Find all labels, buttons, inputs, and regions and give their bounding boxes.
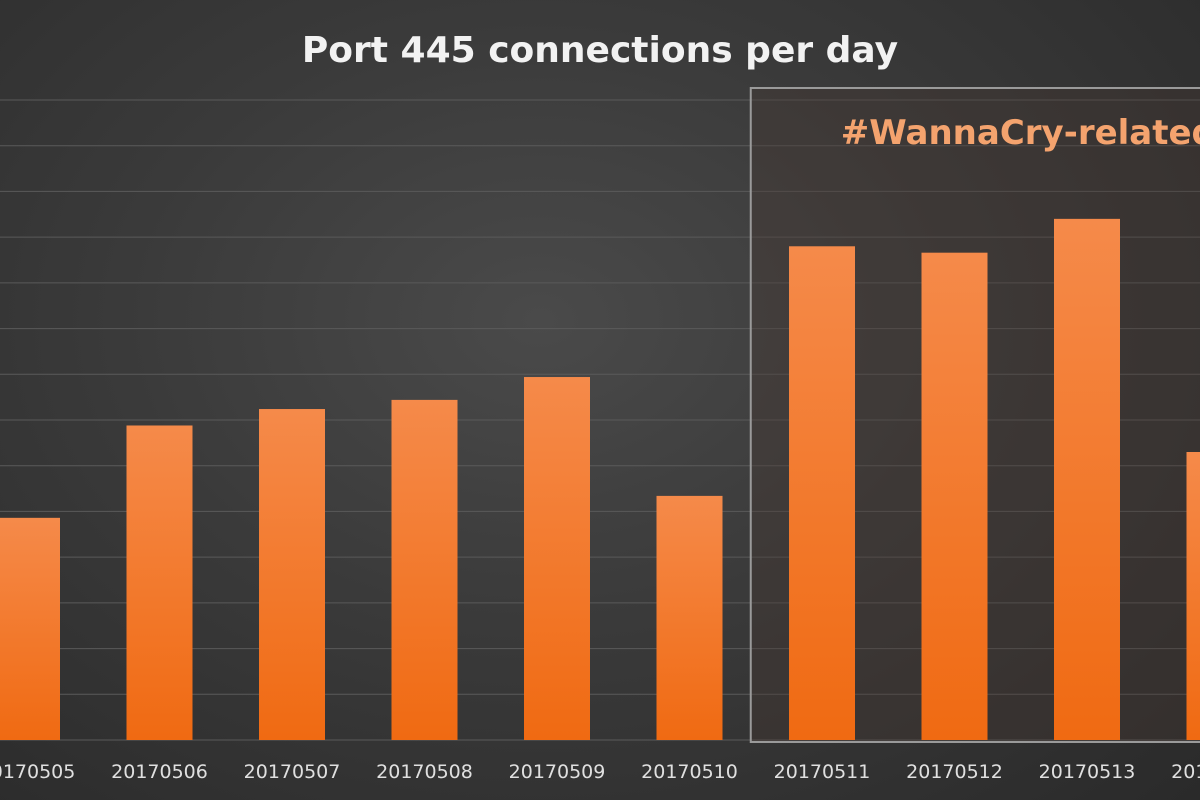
x-tick-label: 20170510 xyxy=(641,761,738,783)
x-tick-label: 20170509 xyxy=(509,761,606,783)
x-tick-label: 20170511 xyxy=(774,761,871,783)
x-tick-label: 20170506 xyxy=(111,761,208,783)
bar-20170507 xyxy=(259,409,325,740)
bar-20170513 xyxy=(1054,218,1120,740)
annotation-label: #WannaCry-related? xyxy=(841,113,1200,153)
chart-title: Port 445 connections per day xyxy=(302,30,898,71)
x-tick-label: 20170508 xyxy=(376,761,473,783)
x-tick-label: 20170513 xyxy=(1039,761,1136,783)
x-tick-label: 20170514 xyxy=(1171,761,1200,783)
bar-20170512 xyxy=(921,252,988,740)
bar-20170511 xyxy=(789,246,855,741)
x-tick-label: 20170512 xyxy=(906,761,1003,783)
x-tick-label: 20170505 xyxy=(0,761,75,783)
bar-20170509 xyxy=(524,377,590,740)
bar-20170505 xyxy=(0,517,60,740)
bar-20170506 xyxy=(126,425,193,740)
gridlines xyxy=(0,99,1200,741)
x-tick-labels: 20170505 20170506 20170507 20170508 20170509… xyxy=(0,761,1200,783)
bar-20170508 xyxy=(391,399,458,740)
bars xyxy=(0,218,1200,741)
x-tick-label: 20170507 xyxy=(244,761,341,783)
bar-20170510 xyxy=(656,495,723,740)
bar-20170514 xyxy=(1186,452,1200,740)
